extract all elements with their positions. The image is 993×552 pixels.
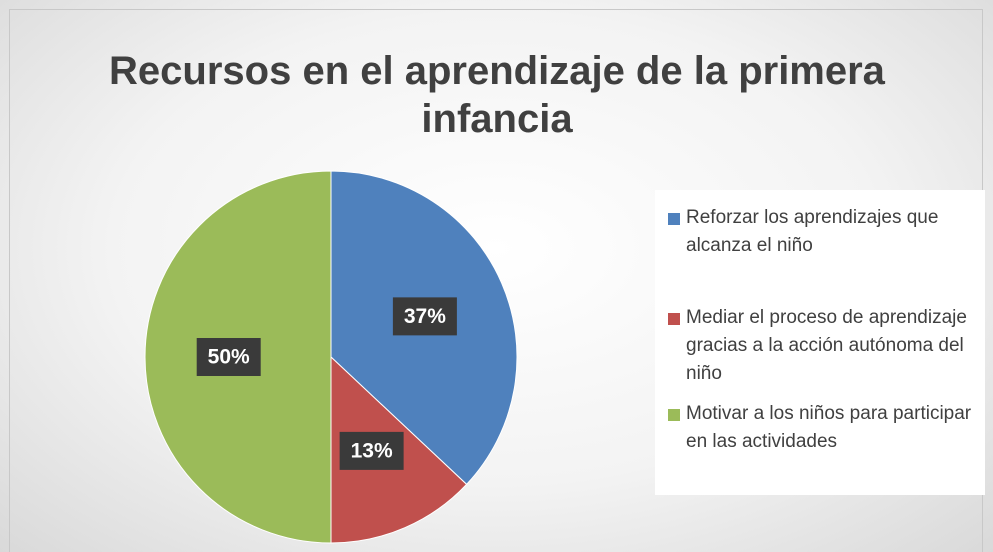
data-label-box: [339, 431, 404, 470]
legend-label: Reforzar los aprendizajes que alcanza el…: [686, 207, 939, 256]
data-label-box: [392, 297, 457, 336]
legend: Reforzar los aprendizajes que alcanza el…: [655, 190, 985, 495]
legend-swatch: [668, 313, 680, 325]
data-label: 13%: [351, 439, 393, 462]
legend-label: Motivar a los niños para participar en l…: [686, 403, 972, 452]
legend-label: Mediar el proceso de aprendizaje gracias…: [686, 307, 967, 384]
legend-swatch: [668, 213, 680, 225]
data-label: 37%: [404, 305, 446, 328]
chart-title: Recursos en el aprendizaje de la primera…: [109, 49, 885, 141]
data-label-box: [196, 338, 261, 376]
legend-swatch: [668, 409, 680, 421]
data-label: 50%: [208, 346, 250, 369]
